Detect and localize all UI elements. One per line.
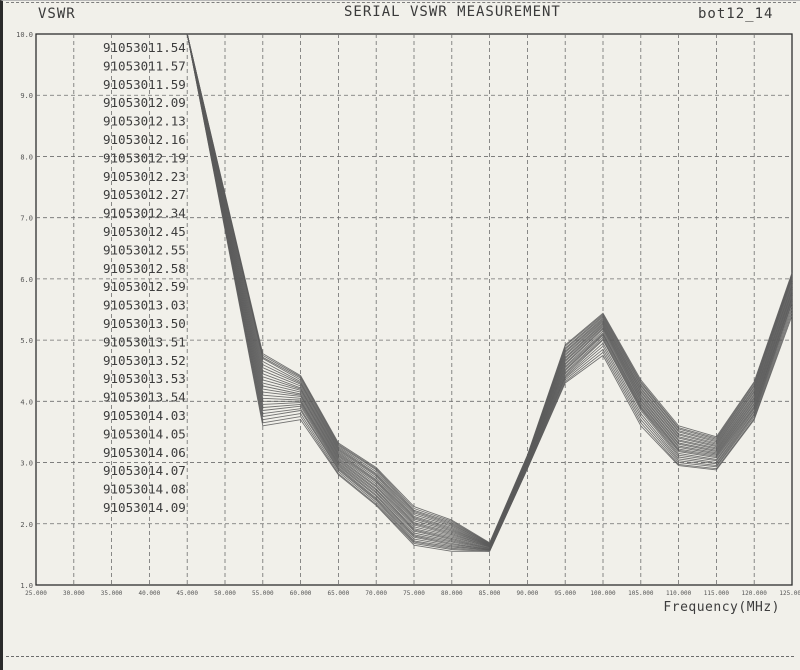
x-tick-label: 100.000 xyxy=(590,590,616,597)
y-tick-labels: 1.0 2.0 3.0 4.0 5.0 6.0 7.0 8.0 9.0 10.0 xyxy=(16,31,33,590)
legend-entry: 91053012.55 xyxy=(103,242,186,257)
legend-entry: 91053012.58 xyxy=(103,261,186,276)
legend-entry: 91053012.23 xyxy=(103,169,186,184)
legend-entry: 91053011.54 xyxy=(103,40,186,55)
legend-entry: 91053012.16 xyxy=(103,132,186,147)
y-tick-label: 1.0 xyxy=(20,582,33,590)
legend-entry: 91053012.59 xyxy=(103,279,186,294)
y-tick-label: 7.0 xyxy=(20,215,33,223)
legend-entry: 91053013.51 xyxy=(103,334,186,349)
x-tick-label: 75.000 xyxy=(403,590,425,597)
x-tick-label: 95.000 xyxy=(554,590,576,597)
legend-entry: 91053012.45 xyxy=(103,224,186,239)
x-tick-label: 40.000 xyxy=(139,590,161,597)
x-tick-label: 110.000 xyxy=(666,590,692,597)
y-tick-label: 3.0 xyxy=(20,460,33,468)
x-tick-label: 120.000 xyxy=(742,590,768,597)
legend-entry: 91053011.57 xyxy=(103,58,186,73)
y-tick-label: 10.0 xyxy=(16,31,33,39)
file-name: bot12_14 xyxy=(698,6,774,22)
legend-entry: 91053012.13 xyxy=(103,114,186,129)
legend-entry: 91053013.53 xyxy=(103,371,186,386)
y-tick-label: 2.0 xyxy=(20,521,33,529)
x-tick-label: 105.000 xyxy=(628,590,654,597)
legend-entry: 91053013.50 xyxy=(103,316,186,331)
legend-entry: 91053013.54 xyxy=(103,390,186,405)
x-tick-label: 90.000 xyxy=(517,590,539,597)
grid xyxy=(36,34,792,585)
x-tick-label: 70.000 xyxy=(365,590,387,597)
x-tick-label: 30.000 xyxy=(63,590,85,597)
legend-entry: 91053014.07 xyxy=(103,463,186,478)
legend-entry: 91053012.34 xyxy=(103,206,186,221)
y-axis-label: VSWR xyxy=(38,6,76,22)
y-tick-label: 5.0 xyxy=(20,337,33,345)
y-tick-label: 4.0 xyxy=(20,398,33,406)
legend-entry: 91053014.08 xyxy=(103,482,186,497)
y-tick-label: 9.0 xyxy=(20,92,33,100)
x-tick-label: 65.000 xyxy=(328,590,350,597)
x-axis-label: Frequency(MHz) xyxy=(663,600,780,615)
legend-entry: 91053014.05 xyxy=(103,426,186,441)
x-tick-label: 85.000 xyxy=(479,590,501,597)
x-tick-label: 60.000 xyxy=(290,590,312,597)
y-tick-label: 8.0 xyxy=(20,153,33,161)
x-tick-label: 35.000 xyxy=(101,590,123,597)
chart-title: SERIAL VSWR MEASUREMENT xyxy=(344,4,561,20)
legend: 91053011.54 91053011.57 91053011.59 9105301… xyxy=(103,40,186,515)
series-line xyxy=(186,33,793,544)
legend-entry: 91053012.27 xyxy=(103,187,186,202)
legend-entry: 91053012.09 xyxy=(103,95,186,110)
x-tick-label: 115.000 xyxy=(704,590,730,597)
top-rule xyxy=(6,2,796,3)
y-tick-label: 6.0 xyxy=(20,276,33,284)
series-lines xyxy=(186,33,793,552)
legend-entry: 91053011.59 xyxy=(103,77,186,92)
x-tick-label: 25.000 xyxy=(25,590,47,597)
legend-entry: 91053012.19 xyxy=(103,150,186,165)
legend-entry: 91053013.52 xyxy=(103,353,186,368)
legend-entry: 91053014.03 xyxy=(103,408,186,423)
bottom-rule xyxy=(6,656,794,657)
legend-entry: 91053013.03 xyxy=(103,298,186,313)
legend-entry: 91053014.06 xyxy=(103,445,186,460)
x-tick-label: 55.000 xyxy=(252,590,274,597)
legend-entry: 91053014.09 xyxy=(103,500,186,515)
x-tick-label: 80.000 xyxy=(441,590,463,597)
x-tick-labels: 25.000 30.000 35.000 40.000 45.000 50.000 55.0… xyxy=(25,590,800,597)
x-tick-label: 50.000 xyxy=(214,590,236,597)
x-tick-label: 125.000 xyxy=(779,590,800,597)
x-tick-label: 45.000 xyxy=(176,590,198,597)
